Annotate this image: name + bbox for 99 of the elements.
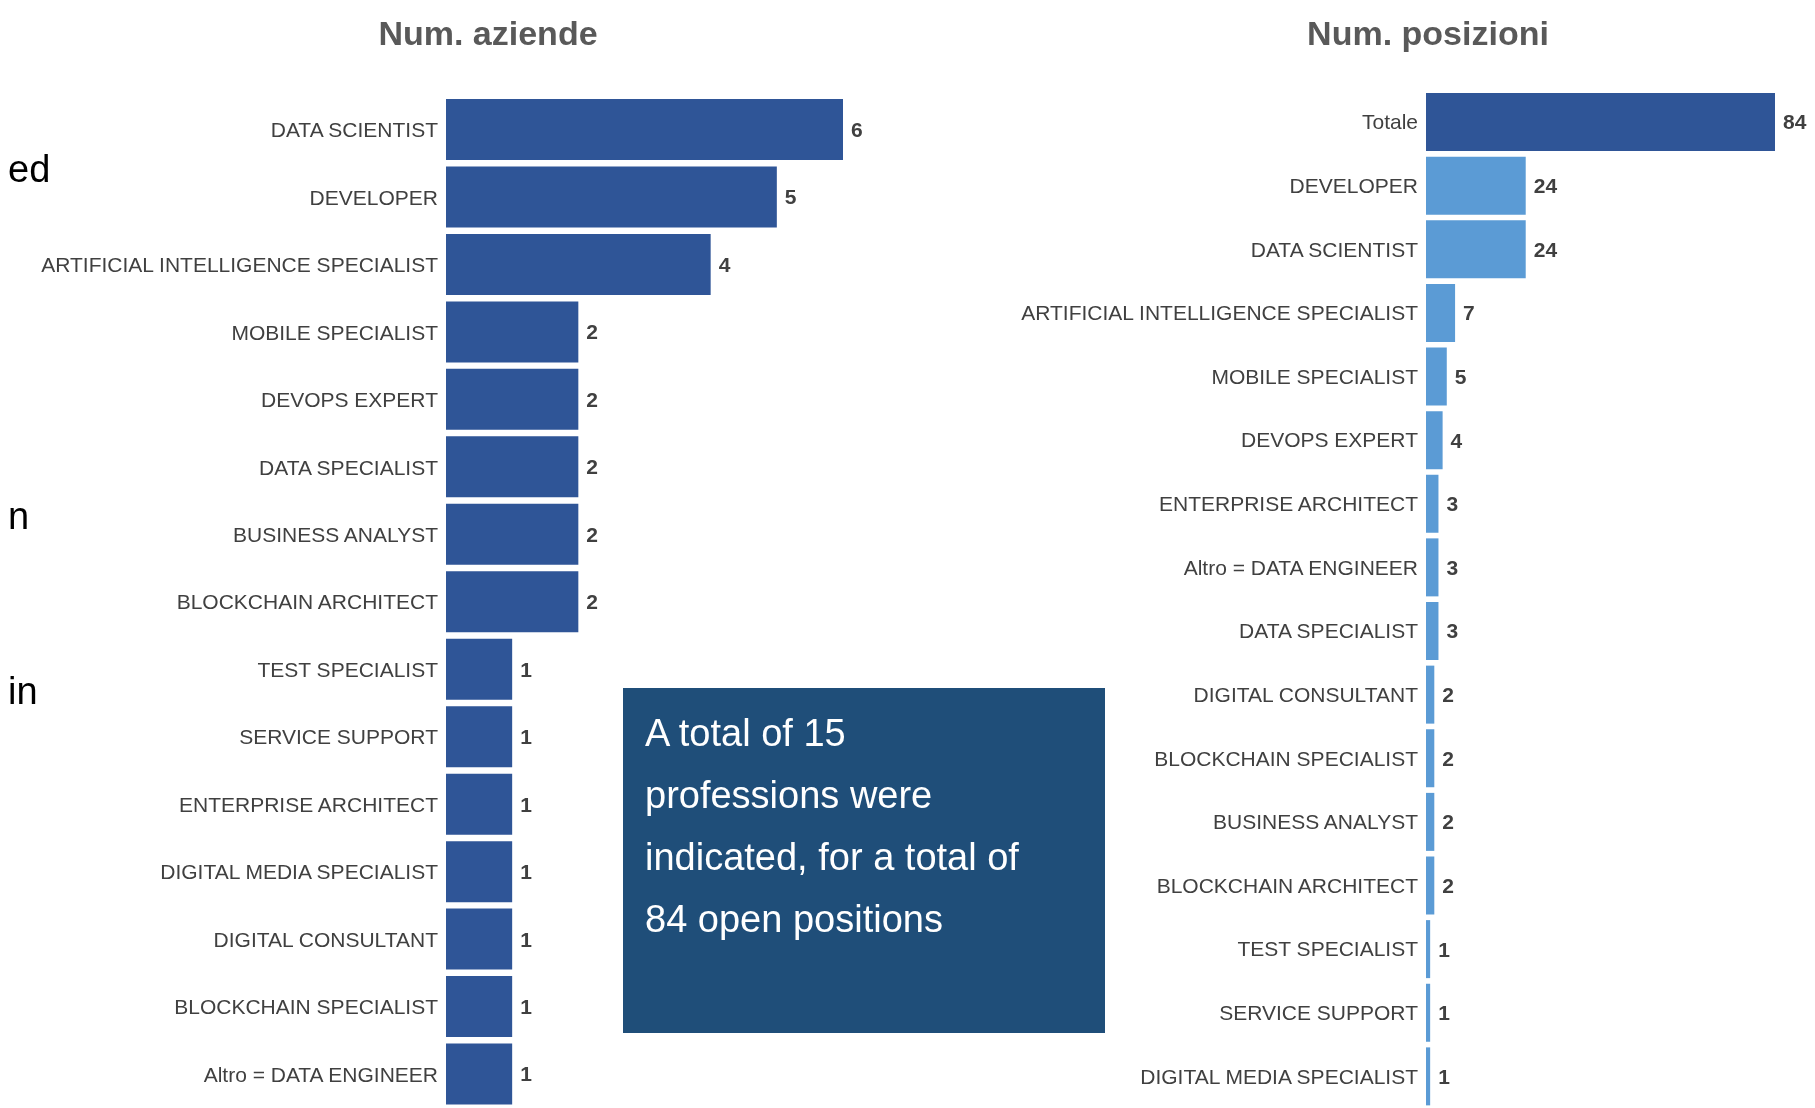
data-label: 5 — [784, 185, 797, 209]
bar — [1426, 156, 1526, 215]
bar — [1426, 792, 1435, 851]
data-label: 1 — [520, 657, 533, 681]
bar — [446, 976, 513, 1038]
bar — [1426, 220, 1526, 279]
y-tick-label: DIGITAL MEDIA SPECIALIST — [160, 860, 439, 884]
bar — [446, 1043, 513, 1105]
y-tick-label: BLOCKCHAIN ARCHITECT — [1156, 873, 1419, 897]
data-label: 3 — [1446, 619, 1459, 643]
y-tick-label: SERVICE SUPPORT — [239, 725, 439, 749]
y-tick-label: TEST SPECIALIST — [1237, 937, 1419, 961]
data-label: 24 — [1533, 237, 1558, 261]
data-label: 7 — [1463, 301, 1475, 325]
y-tick-label: DIGITAL MEDIA SPECIALIST — [1140, 1064, 1419, 1088]
y-tick-label: ARTIFICIAL INTELLIGENCE SPECIALIST — [1021, 301, 1419, 325]
y-tick-label: DATA SPECIALIST — [259, 455, 439, 479]
data-label: 3 — [1446, 555, 1459, 579]
bar — [1426, 856, 1435, 915]
bar — [446, 638, 513, 700]
bar — [1426, 1047, 1431, 1106]
bar — [1426, 729, 1435, 788]
y-tick-label: BLOCKCHAIN SPECIALIST — [1154, 746, 1419, 770]
data-label: 2 — [1442, 810, 1454, 834]
data-label: 1 — [520, 860, 533, 884]
data-label: 1 — [1438, 1001, 1451, 1025]
data-label: 1 — [520, 725, 533, 749]
bar — [446, 368, 579, 430]
bar — [446, 841, 513, 903]
data-label: 2 — [586, 455, 599, 479]
data-label: 5 — [1454, 364, 1467, 388]
bar — [1426, 538, 1439, 597]
chart-title: Num. posizioni — [1306, 14, 1550, 53]
bar — [1426, 665, 1435, 724]
data-label: 2 — [1442, 746, 1454, 770]
y-tick-label: BLOCKCHAIN SPECIALIST — [174, 995, 439, 1019]
bar — [1426, 602, 1439, 660]
y-tick-label: MOBILE SPECIALIST — [231, 320, 439, 344]
data-label: 4 — [718, 252, 731, 276]
bar — [446, 571, 579, 633]
bar — [1426, 283, 1456, 342]
text: ed — [8, 148, 51, 191]
bar — [1426, 93, 1775, 151]
y-tick-label: DEVELOPER — [309, 185, 438, 209]
y-tick-label: DIGITAL CONSULTANT — [1193, 682, 1419, 706]
data-label: 2 — [586, 320, 599, 344]
y-tick-label: Altro = DATA ENGINEER — [203, 1062, 438, 1086]
annotation: A total of 15 professions were indicated, for a total of 84 open positions — [645, 711, 1020, 942]
y-tick-label: DATA SPECIALIST — [1239, 619, 1419, 643]
data-label: 1 — [520, 995, 533, 1019]
bar — [1426, 920, 1431, 979]
y-tick-label: DIGITAL CONSULTANT — [213, 927, 439, 951]
y-tick-label: DEVELOPER — [1289, 173, 1418, 197]
bar — [446, 706, 513, 768]
bar — [446, 301, 579, 363]
bar — [446, 233, 711, 295]
data-label: 3 — [1446, 492, 1459, 516]
y-tick-label: MOBILE SPECIALIST — [1211, 364, 1419, 388]
bar — [446, 436, 579, 498]
y-tick-label: ARTIFICIAL INTELLIGENCE SPECIALIST — [41, 253, 439, 277]
y-tick-label: DEVOPS EXPERT — [260, 388, 439, 412]
bar — [1426, 347, 1447, 406]
y-tick-label: ENTERPRISE ARCHITECT — [1158, 492, 1419, 516]
y-tick-label: DATA SCIENTIST — [270, 118, 439, 142]
data-label: 4 — [1450, 428, 1463, 452]
data-label: 24 — [1533, 174, 1558, 198]
y-tick-label: DATA SCIENTIST — [1250, 237, 1419, 261]
bar — [446, 503, 579, 565]
bar — [1426, 411, 1443, 470]
data-label: 2 — [586, 590, 599, 614]
y-tick-label: BUSINESS ANALYST — [232, 522, 439, 546]
data-label: 2 — [586, 387, 599, 411]
y-tick-label: TEST SPECIALIST — [257, 657, 439, 681]
data-label: 1 — [520, 1062, 533, 1086]
data-label: 6 — [851, 117, 863, 141]
data-label: 1 — [1438, 937, 1451, 961]
chart-title: Num. aziende — [377, 14, 599, 53]
bar — [446, 908, 513, 970]
data-label: 2 — [1442, 683, 1454, 707]
y-tick-label: Altro = DATA ENGINEER — [1183, 555, 1418, 579]
y-tick-label: DEVOPS EXPERT — [1240, 428, 1419, 452]
y-tick-label: SERVICE SUPPORT — [1219, 1001, 1419, 1025]
data-label: 1 — [1438, 1064, 1451, 1088]
bar — [1426, 474, 1439, 533]
bar — [1426, 983, 1431, 1042]
bar — [446, 773, 513, 835]
y-tick-label: BUSINESS ANALYST — [1212, 810, 1419, 834]
text: in — [8, 670, 38, 713]
data-label: 84 — [1783, 110, 1807, 134]
bar — [446, 99, 843, 160]
bar — [446, 166, 777, 228]
y-tick-label: Totale — [1361, 110, 1418, 134]
data-label: 2 — [586, 522, 599, 546]
data-label: 1 — [520, 927, 533, 951]
text: n — [8, 495, 30, 538]
data-label: 1 — [520, 792, 533, 816]
data-label: 2 — [1442, 873, 1454, 897]
y-tick-label: BLOCKCHAIN ARCHITECT — [176, 590, 439, 614]
y-tick-label: ENTERPRISE ARCHITECT — [178, 792, 439, 816]
